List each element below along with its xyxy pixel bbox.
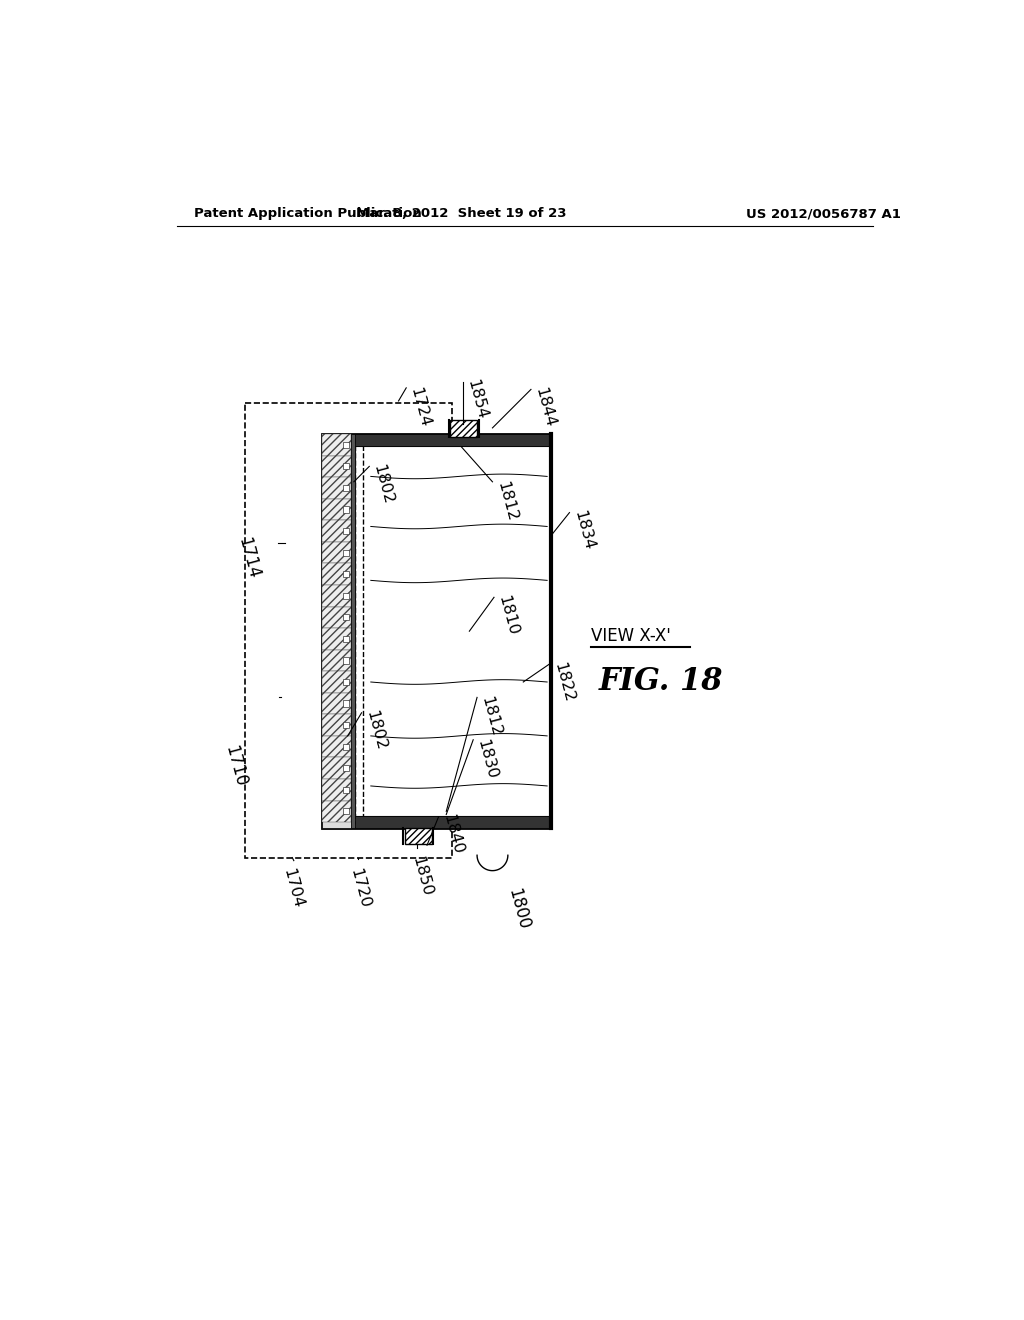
Bar	[451, 420, 477, 437]
Bar	[322, 800, 351, 822]
Bar	[322, 693, 351, 714]
Bar	[343, 528, 349, 535]
Bar	[322, 779, 351, 800]
Text: 1830: 1830	[475, 738, 500, 780]
Bar	[322, 434, 351, 455]
Bar	[351, 434, 355, 829]
Bar	[343, 701, 349, 706]
Text: 1844: 1844	[532, 385, 557, 429]
Text: 1714: 1714	[234, 536, 263, 581]
Bar	[322, 758, 351, 779]
Text: 1724: 1724	[408, 385, 433, 429]
Text: 1822: 1822	[552, 660, 577, 704]
Text: 1840: 1840	[440, 813, 465, 857]
Bar	[343, 572, 349, 577]
Bar	[343, 463, 349, 470]
Bar	[404, 828, 432, 845]
Text: 1802: 1802	[371, 462, 396, 506]
Bar	[343, 593, 349, 599]
Bar	[322, 607, 351, 628]
Bar	[343, 442, 349, 447]
Bar	[322, 434, 351, 829]
Bar	[322, 585, 351, 607]
Text: 1854: 1854	[465, 378, 489, 421]
Bar	[322, 564, 351, 585]
Text: 1812: 1812	[494, 480, 519, 524]
Bar	[343, 766, 349, 771]
Text: 1710: 1710	[221, 743, 250, 789]
Bar	[343, 722, 349, 729]
Bar	[343, 678, 349, 685]
Text: Patent Application Publication: Patent Application Publication	[194, 207, 422, 220]
Bar	[343, 507, 349, 512]
Text: VIEW X-X': VIEW X-X'	[591, 627, 671, 644]
Bar	[322, 671, 351, 693]
Text: FIG. 18: FIG. 18	[599, 667, 723, 697]
Text: 1850: 1850	[410, 855, 434, 899]
Bar	[343, 484, 349, 491]
Text: 1812: 1812	[478, 696, 504, 738]
Bar	[343, 614, 349, 620]
Bar	[343, 636, 349, 642]
Bar	[322, 737, 351, 758]
Bar	[322, 434, 551, 829]
Text: 1800: 1800	[504, 886, 532, 932]
Bar	[343, 549, 349, 556]
Bar	[322, 499, 351, 520]
Text: 1704: 1704	[281, 867, 306, 909]
Bar	[355, 446, 551, 816]
Bar	[322, 455, 351, 478]
Bar	[322, 628, 351, 649]
Text: US 2012/0056787 A1: US 2012/0056787 A1	[746, 207, 901, 220]
Text: 1810: 1810	[496, 594, 520, 638]
Text: 1834: 1834	[571, 508, 596, 552]
Bar	[322, 649, 351, 671]
Bar	[245, 404, 453, 858]
Bar	[322, 478, 351, 499]
Bar	[343, 657, 349, 664]
Bar	[355, 816, 551, 829]
Text: 1802: 1802	[364, 709, 388, 752]
Bar	[322, 543, 351, 564]
Bar	[343, 808, 349, 814]
Bar	[343, 743, 349, 750]
Bar	[343, 787, 349, 793]
Bar	[322, 714, 351, 737]
Bar	[322, 520, 351, 541]
Bar	[355, 434, 551, 446]
Text: 1720: 1720	[348, 867, 373, 909]
Text: Mar. 8, 2012  Sheet 19 of 23: Mar. 8, 2012 Sheet 19 of 23	[356, 207, 567, 220]
